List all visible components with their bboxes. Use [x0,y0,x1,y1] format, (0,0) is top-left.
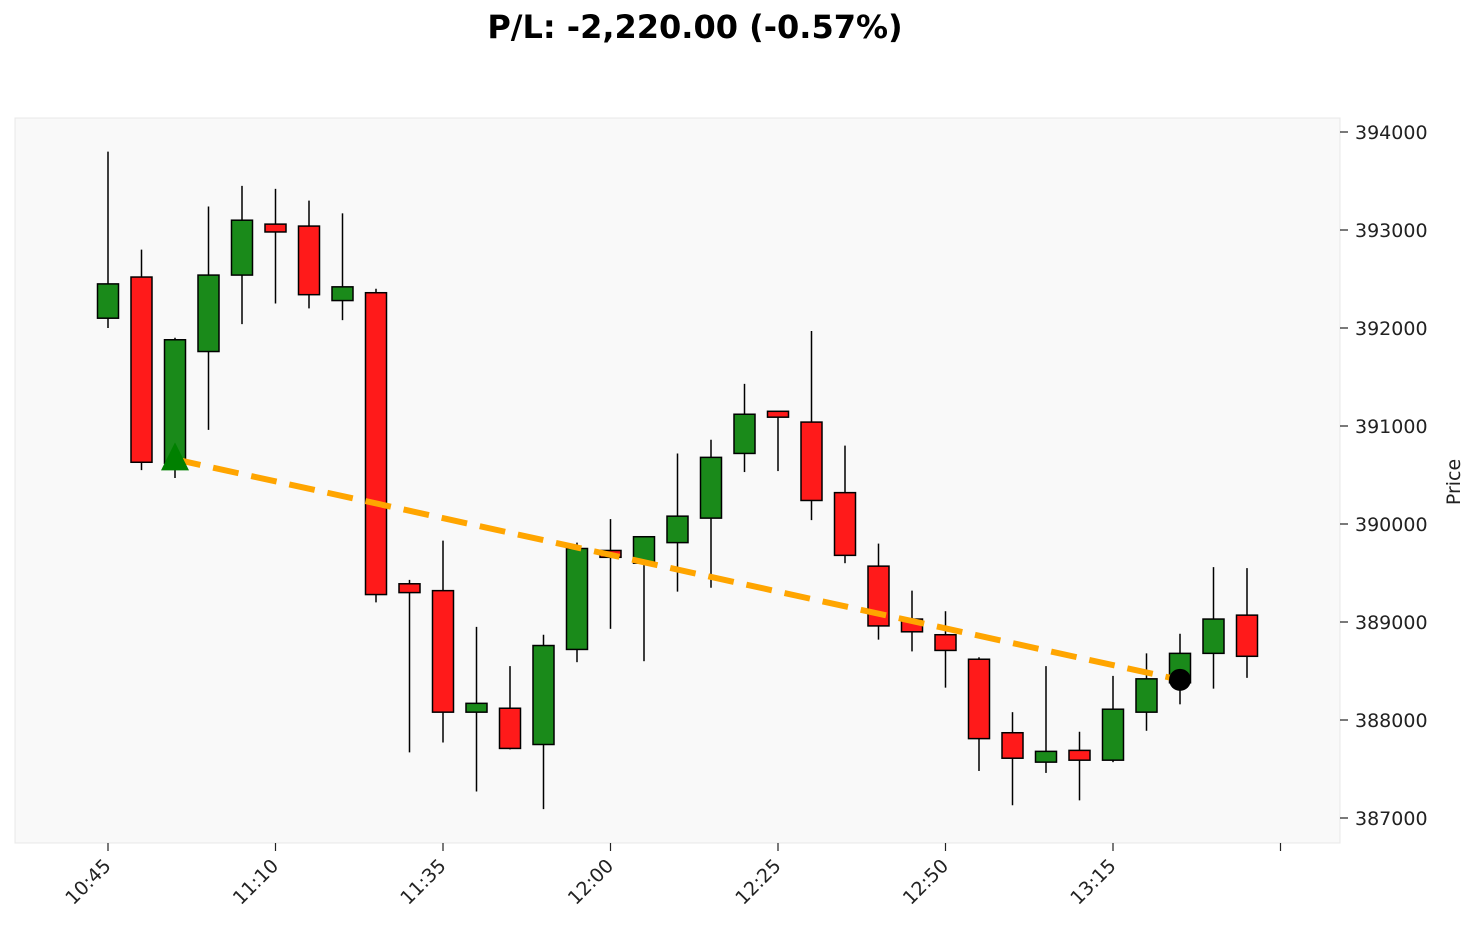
candle-body-up [331,286,354,302]
x-tick-label: 11:10 [229,855,283,909]
candle-body-up [666,515,689,544]
candle-1255 [967,657,991,771]
candle-body-down [934,633,957,652]
candle-body-down [1068,749,1091,761]
candle-body-down [867,565,890,627]
y-axis-title: Price [1443,459,1465,505]
y-tick-label: 391000 [1355,416,1428,438]
exit-marker-circle-icon [1169,668,1191,691]
candle-body-up [699,456,723,519]
candle-1140 [465,626,488,792]
candle-1335 [1235,568,1259,678]
candle-body-up [733,413,756,455]
candle-1305 [1034,666,1058,773]
y-tick-label: 392000 [1355,318,1428,340]
candle-1155 [565,542,589,663]
candle-1315 [1101,675,1125,763]
candle-body-up [1034,750,1058,763]
candle-1215 [699,439,723,588]
candle-body-down [833,491,857,557]
candle-body-up [1135,678,1158,713]
candle-body-down [364,291,388,596]
y-tick-label: 394000 [1355,122,1428,144]
y-axis: 387000 388000 389000 390000 391000 392000 3930… [1339,118,1428,843]
chart-title: P/L: -2,220.00 (-0.57%) [487,8,903,46]
x-tick-label: 12:50 [899,855,953,909]
candle-1150 [532,634,555,810]
y-tick-label: 393000 [1355,220,1428,242]
candle-1310 [1068,731,1091,801]
candles-layer [96,151,1259,810]
candle-1250 [934,611,957,688]
candle-1110 [264,188,287,304]
candle-body-up [96,283,120,319]
x-tick-label: 11:35 [396,855,450,909]
candle-body-up [197,274,220,353]
candle-body-down [130,276,153,464]
candle-body-down [766,410,790,418]
candle-1320 [1135,653,1158,731]
candle-1045 [96,151,120,328]
trade-layer [161,442,1191,691]
candle-body-down [800,421,823,502]
candle-body-up [532,644,555,746]
candle-body-up [465,702,488,713]
x-axis: 10:45 11:10 11:35 12:00 12:25 12:50 13:15 [61,843,1282,909]
candle-1115 [297,200,321,309]
candle-body-down [1235,614,1259,658]
y-tick-label: 389000 [1355,612,1428,634]
trade-line [174,456,1181,683]
candle-1145 [498,666,522,750]
candle-body-up [1101,708,1125,761]
candle-1050 [130,249,153,471]
candle-1300 [1001,712,1024,806]
candle-body-down [431,589,455,713]
candle-body-down [967,658,991,740]
candle-1330 [1202,567,1225,689]
candle-body-down [498,707,522,750]
y-tick-label: 388000 [1355,710,1428,732]
candle-body-up [1202,618,1225,655]
y-tick-label: 390000 [1355,514,1428,536]
candle-1205 [632,535,656,662]
candle-1100 [197,206,220,430]
candle-body-down [398,583,421,594]
candle-1135 [431,540,455,743]
x-tick-label: 12:00 [564,855,618,909]
entry-marker-triangle-icon [161,442,189,471]
candle-body-up [565,547,589,651]
y-tick-label: 387000 [1355,808,1428,830]
candle-body-down [264,223,287,233]
candle-1105 [230,185,254,325]
candle-1235 [833,445,857,564]
candle-1120 [331,213,354,321]
candle-1125 [364,288,388,603]
candle-1130 [398,579,421,753]
candle-1220 [733,383,756,473]
candle-body-up [230,219,254,276]
x-tick-label: 12:25 [731,855,785,909]
candle-body-down [297,225,321,296]
x-tick-label: 10:45 [61,855,115,909]
x-tick-label: 13:15 [1066,855,1120,909]
candle-body-down [1001,731,1024,759]
candle-1230 [800,330,823,521]
candle-1225 [766,410,790,472]
